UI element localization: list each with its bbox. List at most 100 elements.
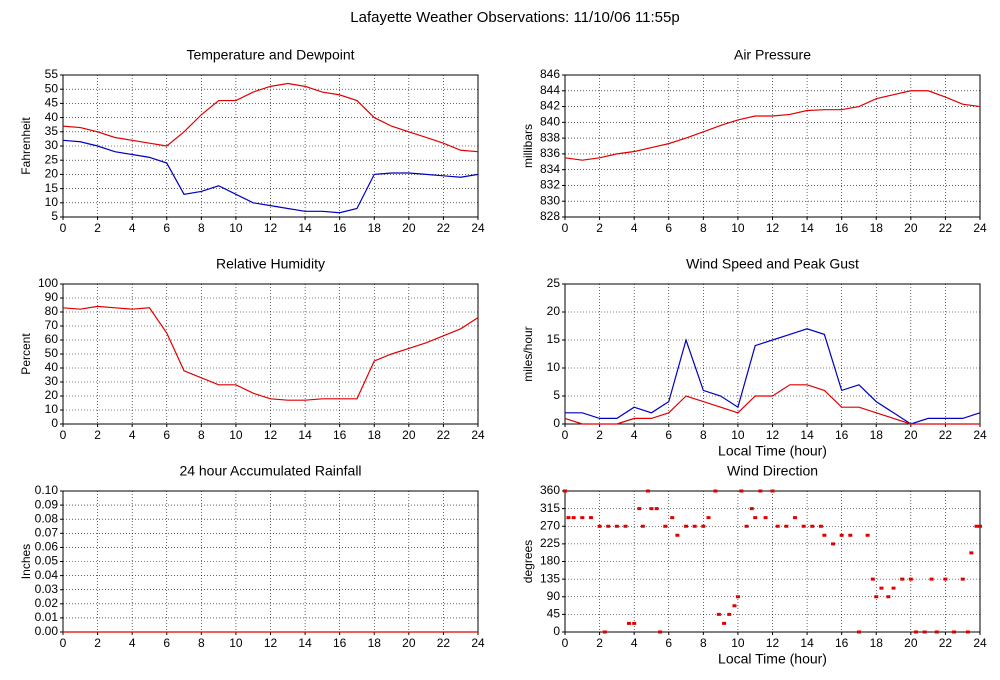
x-tick-label: 10	[731, 428, 745, 442]
scatter-point	[580, 516, 585, 520]
x-tick-label: 12	[766, 636, 780, 650]
scatter-point	[952, 630, 957, 634]
x-tick-label: 10	[229, 428, 243, 442]
series-line	[62, 139, 479, 214]
scatter-point	[865, 533, 870, 537]
x-tick-label: 4	[129, 221, 136, 235]
x-tick-label: 14	[298, 428, 312, 442]
y-tick-label: 55	[45, 67, 59, 81]
x-tick-label: 18	[870, 221, 884, 235]
x-tick-label: 14	[298, 221, 312, 235]
scatter-point	[749, 507, 754, 511]
y-tick-label: 20	[547, 304, 561, 318]
y-tick-label: 0.01	[35, 610, 59, 624]
scatter-point	[735, 595, 740, 599]
y-tick-label: 10	[547, 360, 561, 374]
scatter-point	[722, 621, 727, 625]
scatter-point	[744, 524, 749, 528]
y-tick-label: 0.06	[35, 540, 59, 554]
scatter-point	[563, 489, 567, 493]
x-axis-label: Local Time (hour)	[718, 443, 827, 459]
scatter-point	[792, 516, 797, 520]
scatter-point	[654, 507, 659, 511]
chart-title: Temperature and Dewpoint	[186, 47, 354, 63]
scatter-point	[929, 577, 934, 581]
y-tick-label: 0.05	[35, 554, 59, 568]
x-tick-label: 18	[368, 221, 382, 235]
x-tick-label: 20	[904, 636, 918, 650]
y-tick-label: 842	[540, 99, 560, 113]
x-tick-label: 4	[631, 221, 638, 235]
scatter-point	[965, 630, 970, 634]
scatter-point	[978, 524, 982, 528]
scatter-point	[974, 524, 979, 528]
y-tick-label: 135	[540, 571, 560, 585]
scatter-point	[758, 489, 763, 493]
plot-area	[564, 74, 981, 218]
scatter-point	[908, 577, 913, 581]
chart-title: Relative Humidity	[216, 256, 325, 272]
chart-title: 24 hour Accumulated Rainfall	[179, 463, 361, 479]
x-tick-label: 20	[402, 636, 416, 650]
y-tick-label: 50	[45, 346, 59, 360]
x-tick-label: 18	[368, 428, 382, 442]
scatter-point	[856, 630, 861, 634]
x-tick-label: 14	[800, 428, 814, 442]
y-tick-label: 0.07	[35, 525, 59, 539]
x-tick-label: 16	[333, 428, 347, 442]
scatter-point	[632, 621, 637, 625]
y-tick-label: 0.08	[35, 511, 59, 525]
page-title: Lafayette Weather Observations: 11/10/06…	[350, 9, 679, 26]
x-tick-label: 22	[437, 221, 451, 235]
scatter-point	[969, 551, 974, 555]
x-tick-label: 4	[129, 428, 136, 442]
scatter-point	[692, 524, 697, 528]
y-tick-label: 30	[45, 138, 59, 152]
scatter-point	[960, 577, 965, 581]
y-tick-label: 25	[45, 152, 59, 166]
scatter-point	[810, 524, 815, 528]
y-tick-label: 15	[45, 181, 59, 195]
y-tick-label: 90	[547, 589, 561, 603]
scatter-point	[658, 630, 663, 634]
y-tick-label: 45	[45, 96, 59, 110]
chart-title: Wind Direction	[727, 463, 818, 479]
y-tick-label: 0.00	[35, 624, 59, 638]
y-tick-label: 35	[45, 124, 59, 138]
chart-panel: Relative HumidityPercent0102030405060708…	[19, 256, 485, 442]
y-tick-label: 5	[51, 209, 58, 223]
scatter-point	[588, 516, 593, 520]
y-tick-label: 45	[547, 607, 561, 621]
scatter-point	[623, 524, 628, 528]
x-tick-label: 24	[471, 636, 485, 650]
x-tick-label: 4	[129, 636, 136, 650]
x-tick-label: 2	[596, 636, 603, 650]
x-tick-label: 8	[198, 636, 205, 650]
y-tick-label: 10	[45, 402, 59, 416]
x-tick-label: 0	[562, 636, 569, 650]
y-tick-label: 0	[51, 416, 58, 430]
y-axis-label: miles/hour	[521, 326, 535, 381]
series-line	[564, 90, 981, 161]
scatter-point	[775, 524, 780, 528]
y-tick-label: 225	[540, 536, 560, 550]
y-axis-label: millibars	[521, 124, 535, 168]
scatter-point	[701, 524, 706, 528]
x-tick-label: 4	[631, 636, 638, 650]
x-tick-label: 22	[437, 428, 451, 442]
x-tick-label: 2	[596, 428, 603, 442]
series-line	[62, 305, 479, 401]
scatter-point	[566, 516, 571, 520]
x-tick-label: 10	[731, 636, 745, 650]
x-tick-label: 20	[904, 221, 918, 235]
x-tick-label: 14	[800, 636, 814, 650]
y-tick-label: 15	[547, 332, 561, 346]
y-tick-label: 180	[540, 554, 560, 568]
scatter-point	[646, 489, 650, 493]
y-tick-label: 840	[540, 115, 560, 129]
chart-panel: Temperature and DewpointFahrenheit510152…	[19, 47, 485, 235]
scatter-point	[732, 604, 737, 608]
y-tick-label: 0.10	[35, 483, 59, 497]
x-tick-label: 16	[333, 221, 347, 235]
